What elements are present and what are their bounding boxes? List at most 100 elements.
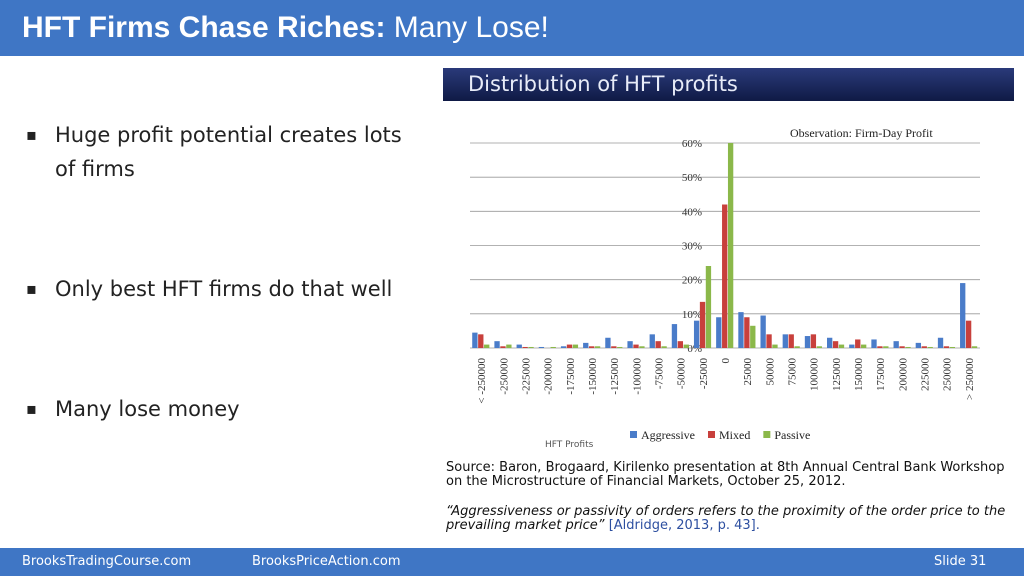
bar	[772, 344, 778, 348]
bar	[506, 344, 512, 348]
bar	[611, 346, 617, 348]
bar	[766, 334, 772, 348]
bar	[971, 346, 978, 348]
x-tick-label: 250000	[942, 358, 954, 392]
footer: BrooksTradingCourse.com BrooksPriceActio…	[0, 548, 1024, 576]
title-bold: HFT Firms Chase Riches:	[22, 11, 386, 44]
bar	[594, 346, 601, 348]
x-axis-label: HFT Profits	[545, 440, 594, 450]
bar	[605, 337, 611, 348]
x-tick-label: 175000	[875, 358, 887, 392]
bar	[472, 332, 478, 348]
x-tick-label: 125000	[831, 358, 843, 392]
bar	[804, 336, 811, 348]
banner	[443, 68, 1014, 101]
bar	[572, 344, 579, 348]
x-tick-label: 200000	[897, 358, 909, 392]
bar	[522, 346, 528, 348]
bar	[484, 344, 490, 348]
bullet-text: Many lose money	[55, 397, 240, 421]
bar	[583, 342, 589, 348]
y-tick-label: 20%	[682, 275, 702, 287]
bar	[861, 344, 867, 348]
legend-swatch	[708, 431, 715, 438]
bar	[927, 346, 933, 348]
x-tick-label: 50000	[764, 358, 776, 386]
bar	[810, 334, 817, 348]
x-tick-label: -200000	[543, 358, 555, 395]
bar	[560, 346, 567, 348]
y-tick-label: 60%	[682, 138, 702, 150]
source: Source: Baron, Brogaard, Kirilenko prese…	[446, 460, 1005, 489]
x-tick-label: 25000	[742, 358, 754, 386]
bar	[832, 341, 839, 348]
bar	[893, 341, 899, 348]
title-rest: Many Lose!	[393, 11, 549, 44]
bar	[738, 312, 744, 348]
chart: Distribution of HFT profits Observation:…	[443, 68, 1014, 450]
bar	[838, 344, 845, 348]
bar	[589, 346, 595, 348]
bar	[516, 344, 522, 348]
footer-left: BrooksTradingCourse.com	[22, 554, 192, 569]
x-tick-label: -225000	[520, 358, 532, 395]
bar	[716, 317, 722, 348]
x-tick-label: -25000	[698, 358, 710, 390]
legend-label: Mixed	[719, 428, 750, 442]
x-tick-label: 100000	[809, 358, 821, 392]
bar	[500, 346, 506, 348]
y-tick-label: 10%	[682, 309, 702, 321]
chart-subtitle: Observation: Firm-Day Profit	[790, 126, 933, 140]
bar	[965, 320, 972, 348]
x-tick-label: 225000	[920, 358, 932, 392]
bar	[655, 341, 661, 348]
legend-swatch	[763, 431, 771, 438]
y-tick-label: 50%	[682, 172, 702, 184]
bullet: Many lose money	[26, 392, 436, 426]
bullet: Huge profit potential creates lots of fi…	[26, 118, 436, 186]
bar	[744, 317, 750, 348]
x-tick-label: > 250000	[964, 358, 976, 400]
x-tick-label: -100000	[631, 358, 643, 395]
bar	[722, 204, 728, 348]
bar	[693, 320, 700, 348]
x-tick-label: 0	[720, 358, 732, 364]
bar	[538, 346, 545, 348]
bar	[827, 337, 833, 348]
bar	[671, 324, 678, 348]
bar	[705, 266, 712, 348]
bar	[760, 315, 766, 348]
x-tick-label: -250000	[498, 358, 510, 395]
bar	[871, 339, 877, 348]
x-tick-label: -150000	[587, 358, 599, 395]
legend-label: Passive	[774, 428, 810, 442]
bullet-text: Only best HFT firms do that well	[55, 277, 393, 301]
bar	[750, 325, 756, 348]
bar	[617, 346, 623, 348]
bar	[782, 334, 788, 348]
x-tick-label: -75000	[653, 358, 665, 390]
x-tick-label: -175000	[565, 358, 577, 395]
bar	[566, 344, 573, 348]
bar	[960, 283, 966, 348]
quote-text: “Aggressiveness or passivity of orders r…	[446, 504, 1006, 533]
bullet-text: Huge profit potential creates lots of fi…	[55, 123, 402, 181]
slide-number: Slide 31	[934, 554, 987, 569]
bar	[478, 334, 484, 348]
bar	[528, 346, 534, 348]
bar	[816, 346, 822, 348]
bar	[550, 346, 556, 348]
bar	[699, 301, 706, 348]
bar	[794, 346, 800, 348]
x-tick-label: 75000	[787, 358, 799, 386]
bar	[855, 339, 861, 348]
citation: [Aldridge, 2013, p. 43].	[608, 518, 760, 533]
bar	[627, 341, 633, 348]
bar	[937, 337, 944, 348]
bar	[649, 334, 655, 348]
bar	[788, 334, 794, 348]
x-tick-label: 150000	[853, 358, 865, 392]
bar	[921, 346, 927, 348]
bar	[633, 344, 639, 348]
